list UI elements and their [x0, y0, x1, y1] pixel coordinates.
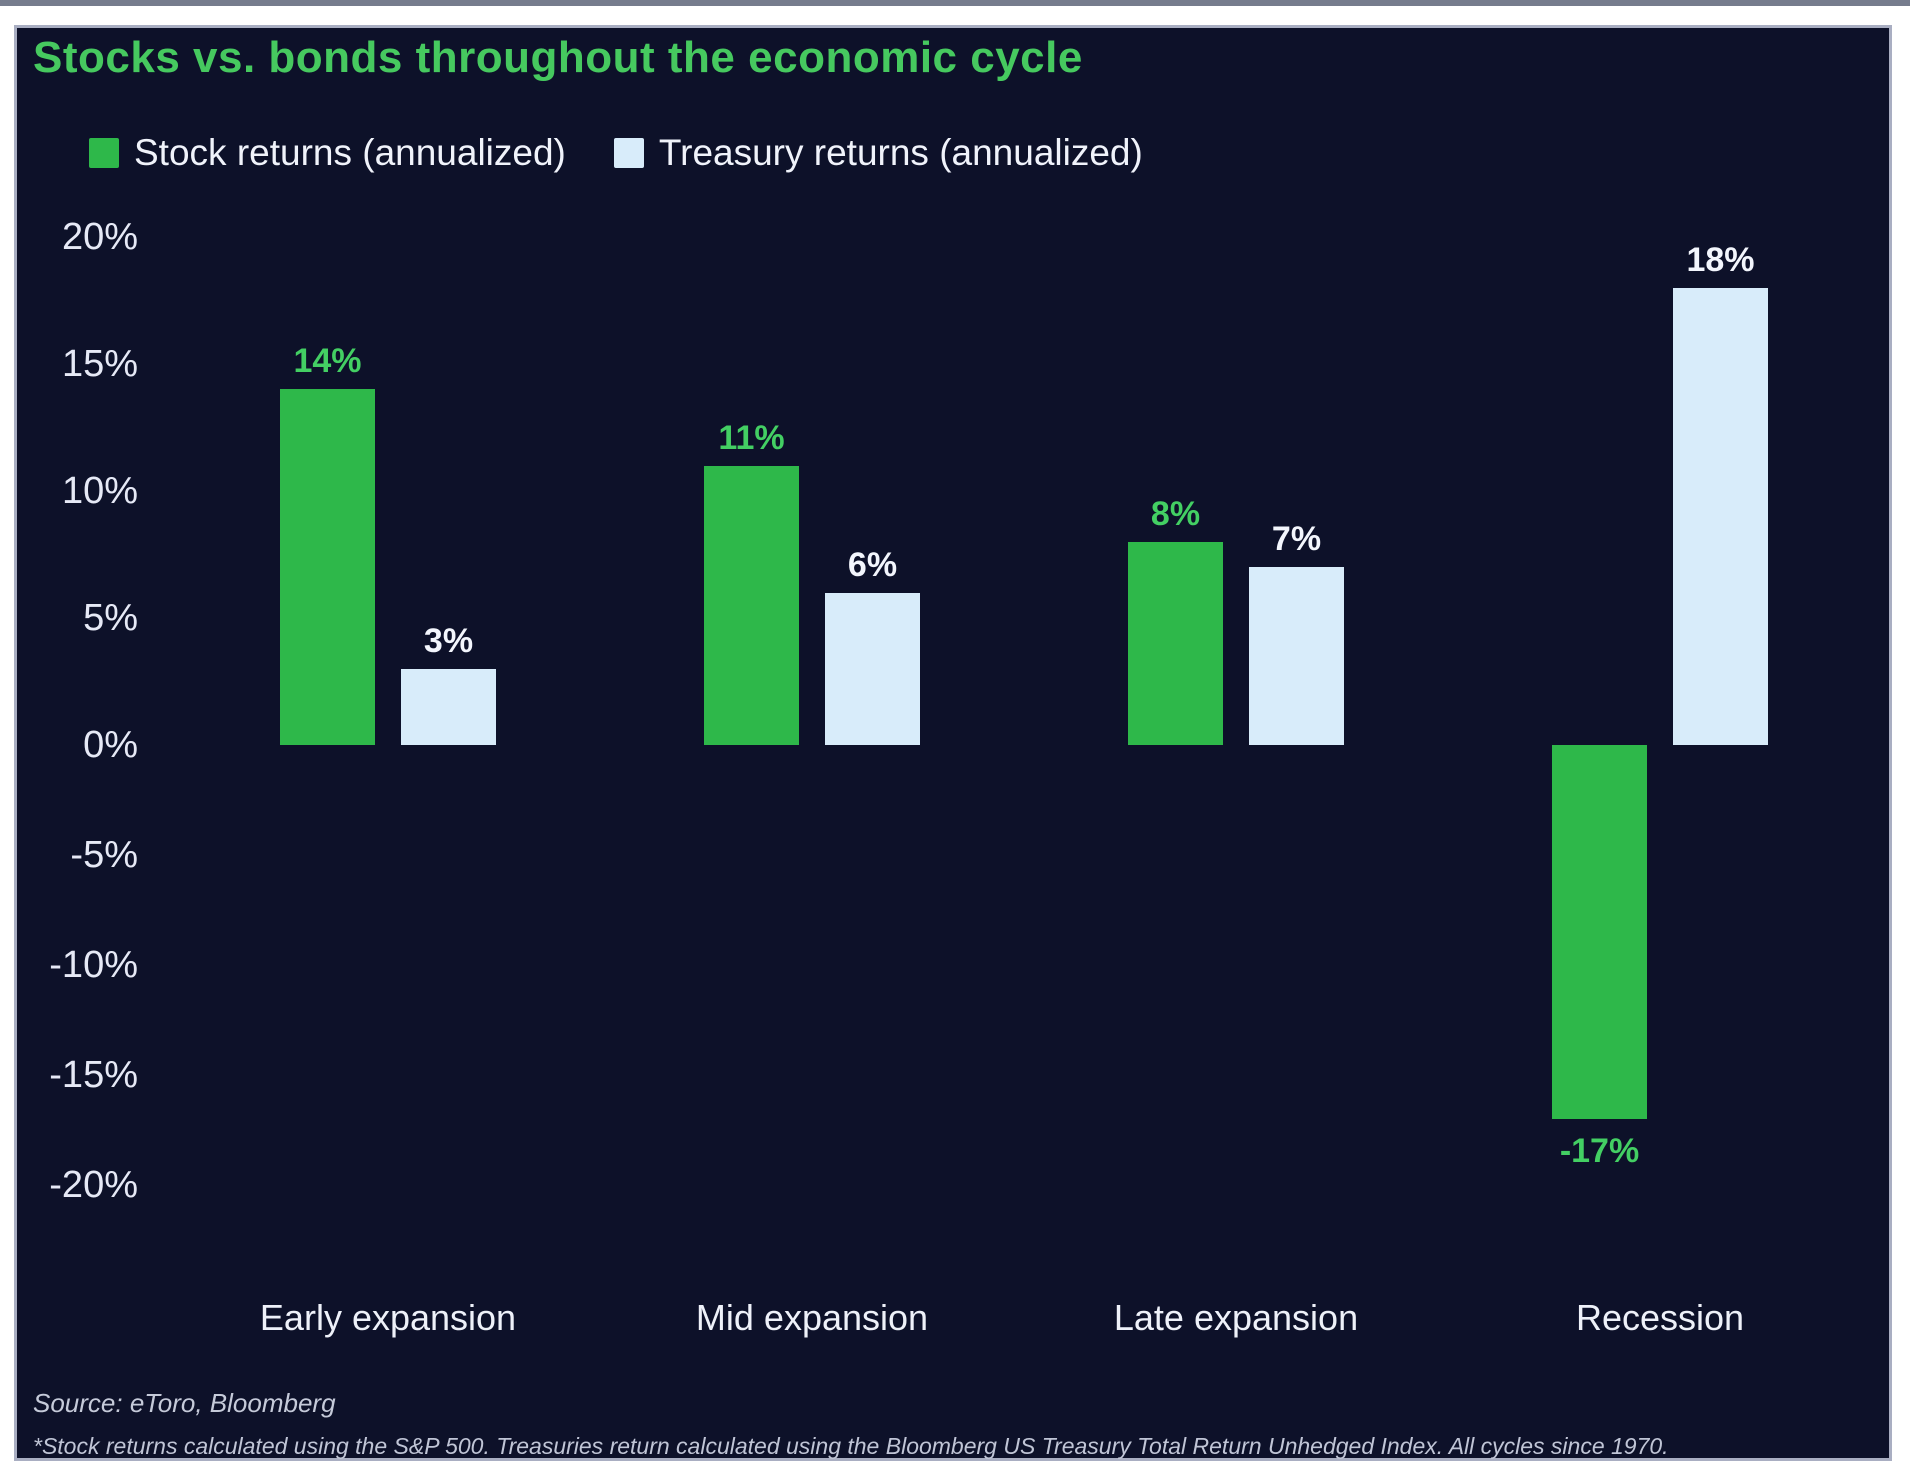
bar-treasury — [825, 592, 920, 745]
y-axis-tick-label: -10% — [49, 944, 138, 986]
legend-item: Treasury returns (annualized) — [613, 132, 1143, 174]
source-note: Source: eToro, Bloomberg — [33, 1388, 336, 1418]
footnote: *Stock returns calculated using the S&P … — [33, 1433, 1669, 1459]
category-label: Recession — [1575, 1297, 1745, 1338]
bar-stock — [1128, 541, 1223, 745]
legend-label: Treasury returns (annualized) — [658, 132, 1143, 173]
category-label: Early expansion — [259, 1297, 517, 1338]
y-axis-tick-label: -20% — [49, 1164, 138, 1206]
bar-stock — [704, 465, 799, 745]
plot-area: 20% 15% 10% 5% 0% -5% -10% -15% -20% 14% 11% 8% -17%… — [17, 28, 1889, 1458]
legend-swatch — [613, 138, 644, 168]
category-label: Mid expansion — [695, 1297, 929, 1338]
screenshot-top-edge — [0, 0, 1910, 6]
bar-treasury — [1673, 287, 1768, 745]
bar-value-label: 18% — [1686, 240, 1755, 279]
bar-stock — [280, 389, 375, 745]
bar-value-label: -17% — [1559, 1132, 1640, 1170]
bar-value-label: 11% — [718, 418, 785, 457]
chart-legend: Stock returns (annualized) Treasury retur… — [89, 132, 1143, 174]
y-axis-tick-label: 15% — [61, 343, 138, 385]
y-axis-tick-label: -15% — [49, 1054, 138, 1096]
chart-panel: Stocks vs. bonds throughout the economic… — [14, 25, 1892, 1461]
bar-value-label: 14% — [293, 342, 362, 381]
bar-treasury — [401, 668, 496, 745]
bar-stock — [1552, 745, 1647, 1119]
legend-item: Stock returns (annualized) — [89, 132, 566, 174]
legend-swatch — [89, 138, 119, 168]
bar-value-label: 6% — [847, 545, 898, 584]
bar-treasury — [1249, 567, 1344, 745]
category-label: Late expansion — [1113, 1297, 1359, 1338]
y-axis-tick-label: 5% — [83, 597, 138, 639]
y-axis-tick-label: 20% — [61, 216, 138, 258]
y-axis-tick-label: 0% — [83, 724, 138, 766]
bar-value-label: 8% — [1150, 494, 1201, 533]
y-axis-tick-label: -5% — [70, 834, 138, 876]
chart-title: Stocks vs. bonds throughout the economic… — [33, 33, 1083, 82]
y-axis-tick-label: 10% — [61, 470, 138, 512]
bar-value-label: 3% — [423, 621, 474, 660]
bar-value-label: 7% — [1271, 520, 1322, 559]
legend-label: Stock returns (annualized) — [134, 132, 566, 173]
